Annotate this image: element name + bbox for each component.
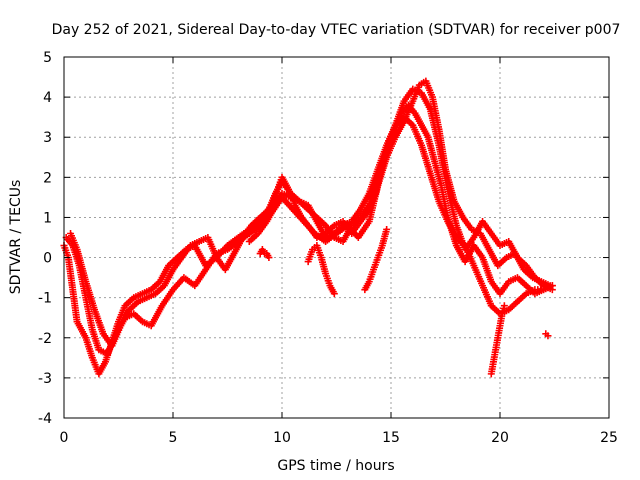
y-tick-label: -1 xyxy=(38,291,52,307)
y-tick-label: 1 xyxy=(43,210,52,226)
data-point xyxy=(383,225,391,233)
grid-lines xyxy=(64,57,609,418)
series-fragment-1 xyxy=(304,242,338,298)
chart-title: Day 252 of 2021, Sidereal Day-to-day VTE… xyxy=(52,22,621,38)
x-tick-label: 10 xyxy=(273,430,291,446)
y-tick-label: 5 xyxy=(43,50,52,66)
series-fragment-4 xyxy=(256,246,273,262)
data-point xyxy=(544,332,552,340)
data-point xyxy=(548,282,556,290)
series-fragment-5 xyxy=(542,330,552,340)
y-tick-label: -3 xyxy=(38,371,52,387)
axis-ticks: 0 5 10 15 20 25 -4 -3 -2 -1 0 1 2 3 4 5 xyxy=(38,50,618,446)
y-tick-label: -2 xyxy=(38,331,52,347)
x-tick-label: 5 xyxy=(169,430,178,446)
data-point xyxy=(500,302,508,310)
y-tick-label: 4 xyxy=(43,90,52,106)
x-tick-label: 20 xyxy=(491,430,509,446)
data-points xyxy=(60,77,556,378)
x-tick-label: 0 xyxy=(60,430,69,446)
y-axis-label: SDTVAR / TECUs xyxy=(8,180,24,295)
y-tick-label: 0 xyxy=(43,251,52,267)
y-tick-label: 3 xyxy=(43,130,52,146)
plot-frame xyxy=(63,56,610,419)
x-tick-label: 25 xyxy=(600,430,618,446)
y-tick-label: -4 xyxy=(38,411,52,427)
series-fragment-3 xyxy=(487,302,508,378)
data-point xyxy=(330,290,338,298)
y-tick-label: 2 xyxy=(43,170,52,186)
x-axis-label: GPS time / hours xyxy=(277,458,394,474)
series-track-d xyxy=(245,113,556,318)
data-point xyxy=(265,254,273,262)
series-fragment-2 xyxy=(361,225,391,294)
x-tick-label: 15 xyxy=(382,430,400,446)
